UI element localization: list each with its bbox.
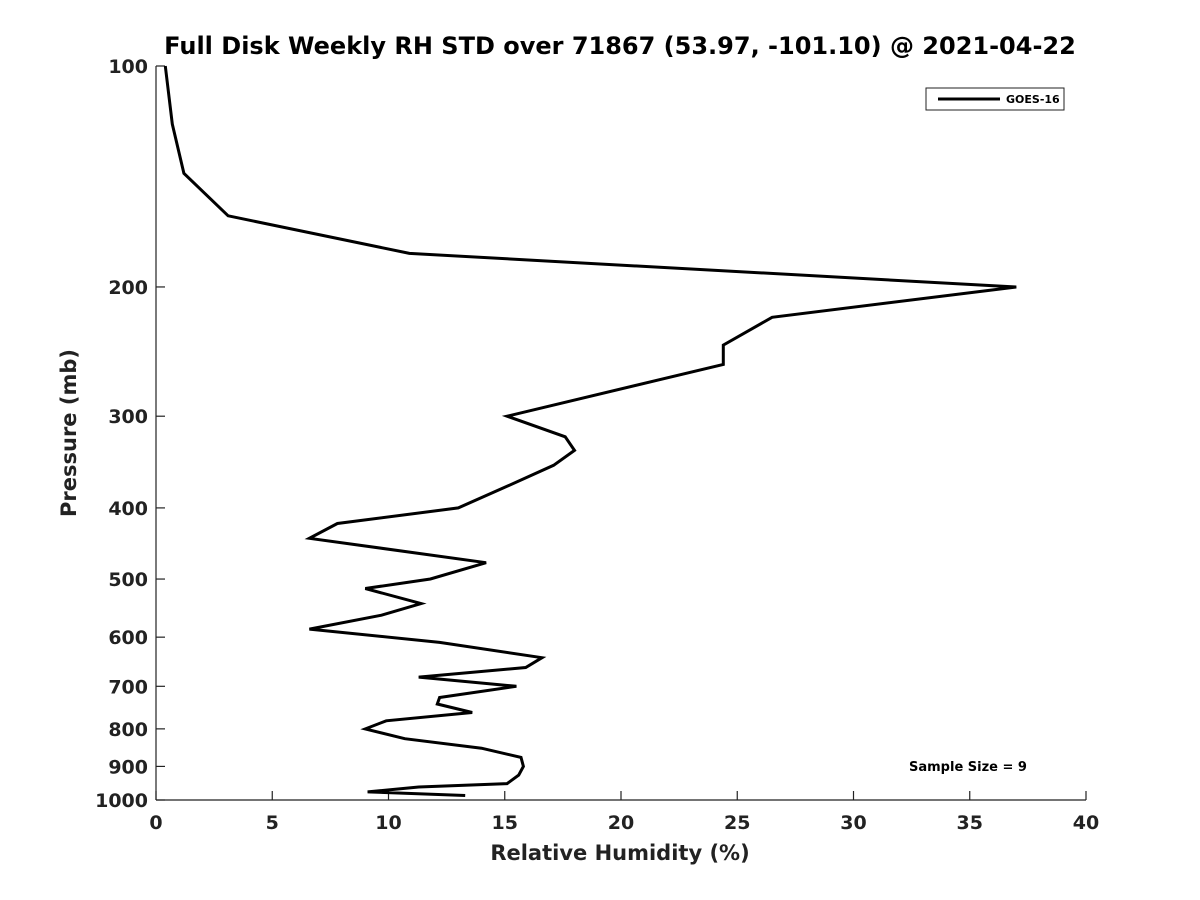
y-ticks: 100 200 300 400 500 600 700 800 900 1000 — [95, 56, 165, 812]
series-group — [163, 65, 1017, 797]
series-line-goes-16 — [163, 65, 1017, 797]
x-axis-label: Relative Humidity (%) — [490, 841, 749, 865]
x-tick-label: 25 — [724, 812, 750, 834]
x-tick-label: 30 — [840, 812, 866, 834]
y-tick-label: 300 — [108, 406, 148, 428]
x-tick-label: 5 — [266, 812, 279, 834]
legend-label: GOES-16 — [1006, 93, 1060, 106]
chart-title: Full Disk Weekly RH STD over 71867 (53.9… — [164, 32, 1076, 60]
x-tick-label: 20 — [608, 812, 634, 834]
y-tick-label: 1000 — [95, 790, 148, 812]
sample-size-annotation: Sample Size = 9 — [909, 760, 1027, 775]
x-tick-label: 35 — [957, 812, 983, 834]
y-tick-label: 800 — [108, 719, 148, 741]
y-axis-label: Pressure (mb) — [57, 349, 81, 517]
axes — [155, 66, 1086, 801]
y-tick-label: 500 — [108, 569, 148, 591]
y-tick-label: 100 — [108, 56, 148, 78]
y-tick-label: 200 — [108, 277, 148, 299]
x-tick-label: 0 — [149, 812, 162, 834]
y-tick-label: 700 — [108, 676, 148, 698]
y-tick-label: 900 — [108, 756, 148, 778]
y-tick-label: 400 — [108, 498, 148, 520]
x-ticks: 0 5 10 15 20 25 30 35 40 — [149, 791, 1099, 834]
x-tick-label: 15 — [492, 812, 518, 834]
x-tick-label: 40 — [1073, 812, 1099, 834]
x-tick-label: 10 — [375, 812, 401, 834]
y-tick-label: 600 — [108, 627, 148, 649]
legend: GOES-16 — [925, 87, 1065, 111]
